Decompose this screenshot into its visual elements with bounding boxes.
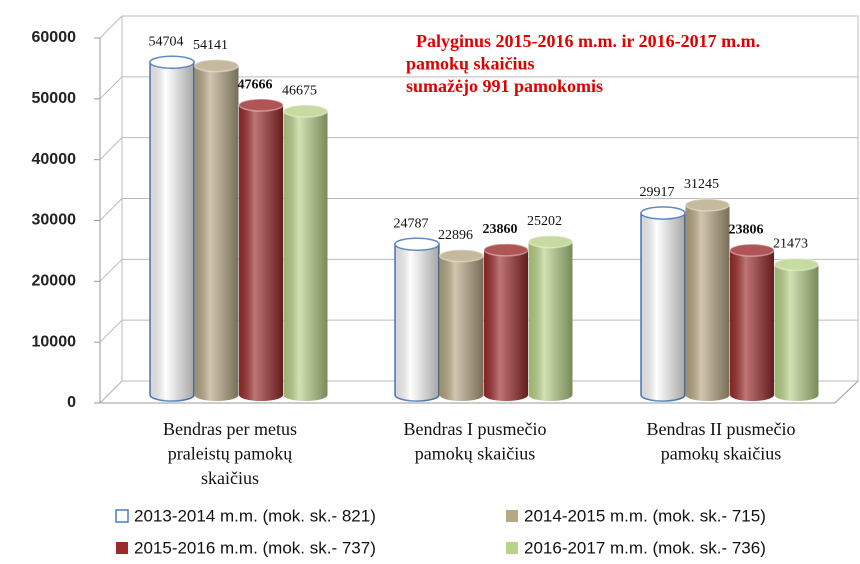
- value-label: 21473: [773, 237, 808, 252]
- legend-marker: [115, 509, 129, 523]
- x-tick-label: Bendras per metus: [163, 419, 297, 439]
- bar-top-shade: [194, 59, 239, 72]
- bar-top-shade: [730, 244, 774, 257]
- legend-marker: [116, 542, 128, 554]
- bar-shade: [641, 213, 685, 401]
- bar-top: [684, 198, 731, 212]
- legend-label: 2013-2014 m.m. (mok. sk.- 821): [134, 506, 376, 525]
- bar-top: [149, 55, 195, 69]
- bar-shade: [194, 65, 239, 402]
- bar-top: [640, 206, 686, 220]
- x-tick-label: Bendras II pusmečio: [647, 419, 796, 439]
- bar-shade: [150, 62, 194, 401]
- bar-top: [438, 248, 485, 263]
- value-label: 54704: [149, 34, 184, 49]
- value-label: 23806: [729, 222, 764, 237]
- bar-top: [394, 237, 440, 251]
- x-tick-label: skaičius: [201, 468, 259, 488]
- bar-shade: [239, 105, 283, 401]
- value-label: 47666: [238, 77, 273, 92]
- bar-top-shade: [774, 258, 819, 271]
- value-label: 22896: [438, 228, 473, 243]
- bar-shade: [439, 255, 484, 401]
- value-label: 31245: [684, 177, 719, 192]
- value-label: 23860: [483, 222, 518, 237]
- bar-top: [193, 58, 240, 73]
- bar-top-shade: [685, 198, 730, 211]
- bar-top-shade: [439, 249, 484, 262]
- value-label: 46675: [282, 83, 317, 98]
- bar-shade: [730, 250, 774, 401]
- y-tick-label: 10000: [32, 333, 77, 350]
- bar-top: [527, 234, 574, 249]
- y-tick-label: 20000: [32, 273, 77, 290]
- value-label: 29917: [640, 185, 675, 200]
- legend-label: 2015-2016 m.m. (mok. sk.- 737): [134, 538, 376, 557]
- grid-line: [99, 319, 858, 343]
- bar-shade: [283, 111, 328, 401]
- bar-shade: [484, 249, 528, 401]
- x-tick-label: pamokų skaičius: [661, 444, 781, 464]
- grid-line: [99, 258, 858, 282]
- annotation: Palyginus 2015-2016 m.m. ir 2016-2017 m.…: [416, 31, 760, 51]
- bar-shade: [528, 241, 573, 401]
- grid-line: [99, 198, 858, 221]
- y-tick-label: 30000: [32, 212, 77, 229]
- grid-line: [99, 137, 858, 161]
- legend-label: 2014-2015 m.m. (mok. sk.- 715): [524, 506, 766, 525]
- bar-top-shade: [395, 238, 439, 251]
- grid-line: [99, 15, 858, 39]
- legend-marker: [506, 542, 518, 554]
- grid-line: [99, 76, 858, 100]
- bar-top-shade: [150, 56, 194, 69]
- annotation: pamokų skaičius: [406, 54, 535, 74]
- value-label: 54141: [193, 38, 228, 53]
- y-tick-label: 0: [67, 394, 76, 411]
- bar-top: [729, 243, 775, 257]
- x-tick-label: praleistų pamokų: [168, 444, 293, 464]
- value-label: 24787: [394, 216, 429, 231]
- grid-line: [99, 380, 858, 404]
- bar-top-shade: [283, 105, 328, 118]
- bar-shade: [774, 264, 819, 401]
- bar-shade: [395, 244, 439, 401]
- legend-label: 2016-2017 m.m. (mok. sk.- 736): [524, 538, 766, 557]
- bar-top-shade: [484, 243, 528, 256]
- y-tick-label: 40000: [32, 151, 77, 168]
- bar-top: [282, 104, 329, 118]
- legend-marker: [506, 510, 518, 522]
- bar-top: [483, 243, 529, 257]
- value-label: 25202: [527, 214, 562, 229]
- annotation: sumažėjo 991 pamokomis: [406, 76, 603, 96]
- bar-top-shade: [528, 235, 573, 248]
- bar-top: [773, 257, 820, 272]
- bar-shade: [685, 204, 730, 401]
- bar-top-shade: [641, 207, 685, 220]
- y-tick-label: 60000: [32, 29, 77, 46]
- x-tick-label: pamokų skaičius: [415, 444, 535, 464]
- bar-top: [238, 98, 284, 112]
- bar-top-shade: [239, 99, 283, 112]
- x-tick-label: Bendras I pusmečio: [404, 419, 547, 439]
- y-tick-label: 50000: [32, 90, 77, 107]
